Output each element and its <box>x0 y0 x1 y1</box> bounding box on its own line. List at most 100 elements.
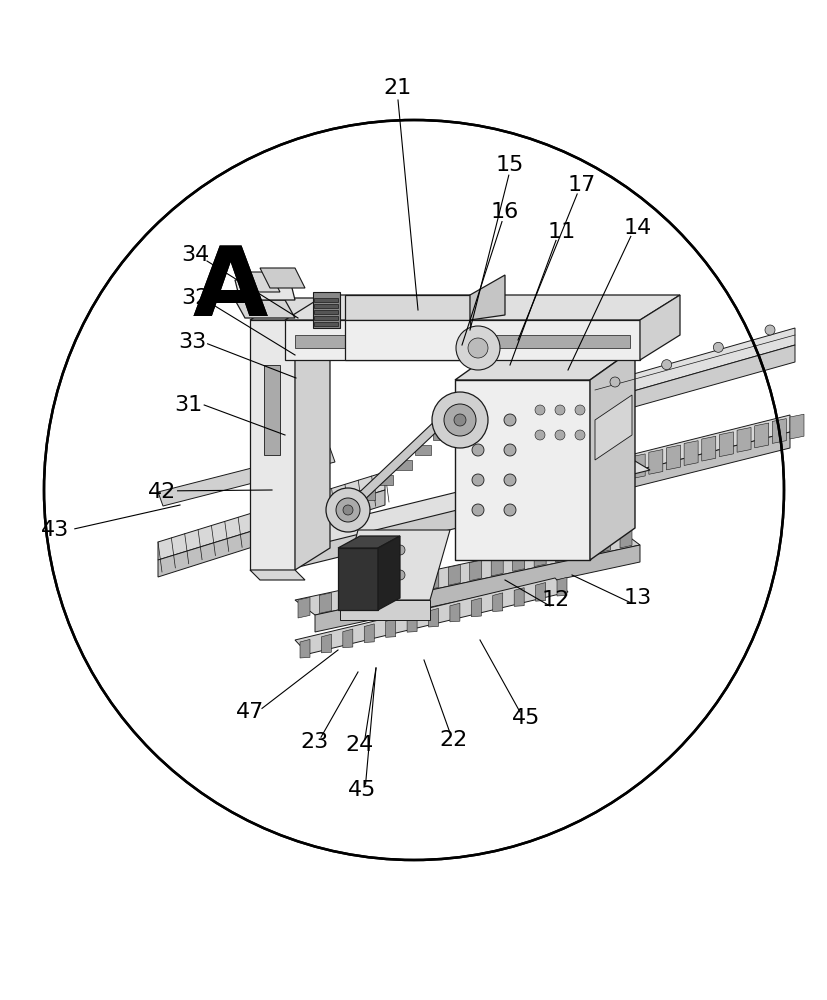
Text: 23: 23 <box>300 732 328 752</box>
Polygon shape <box>342 629 352 648</box>
Polygon shape <box>524 480 538 505</box>
Polygon shape <box>385 619 395 637</box>
Circle shape <box>471 414 484 426</box>
Polygon shape <box>250 570 304 580</box>
Text: 34: 34 <box>180 245 209 265</box>
Circle shape <box>456 326 500 370</box>
Polygon shape <box>543 476 557 501</box>
Polygon shape <box>294 298 330 570</box>
Polygon shape <box>447 565 460 585</box>
Polygon shape <box>298 597 309 618</box>
Polygon shape <box>407 614 417 632</box>
Polygon shape <box>294 530 639 615</box>
Text: 32: 32 <box>180 288 209 308</box>
Polygon shape <box>619 527 631 548</box>
Polygon shape <box>314 545 639 632</box>
Polygon shape <box>470 275 504 320</box>
Polygon shape <box>433 430 449 440</box>
Circle shape <box>504 414 515 426</box>
Circle shape <box>365 545 375 555</box>
Polygon shape <box>294 578 567 654</box>
Polygon shape <box>613 458 627 483</box>
Circle shape <box>342 505 352 515</box>
Polygon shape <box>719 432 733 457</box>
Text: 14: 14 <box>623 218 652 238</box>
Circle shape <box>467 338 487 358</box>
Polygon shape <box>490 489 504 514</box>
Polygon shape <box>395 460 412 470</box>
Polygon shape <box>237 272 280 292</box>
Polygon shape <box>358 490 374 500</box>
Circle shape <box>764 325 774 335</box>
Polygon shape <box>490 555 503 576</box>
Polygon shape <box>321 634 331 653</box>
Polygon shape <box>260 268 304 288</box>
Polygon shape <box>533 546 546 567</box>
Polygon shape <box>577 467 591 492</box>
Polygon shape <box>313 322 337 326</box>
Circle shape <box>504 504 515 516</box>
Circle shape <box>574 405 585 415</box>
Polygon shape <box>490 432 789 523</box>
Polygon shape <box>428 608 438 627</box>
Polygon shape <box>736 427 750 452</box>
Text: 13: 13 <box>623 588 652 608</box>
Polygon shape <box>384 579 395 599</box>
Text: 17: 17 <box>567 175 595 195</box>
Circle shape <box>432 392 487 448</box>
Circle shape <box>534 430 544 440</box>
Polygon shape <box>319 593 331 613</box>
Text: 31: 31 <box>174 395 202 415</box>
Text: 11: 11 <box>547 222 576 242</box>
Polygon shape <box>299 639 309 658</box>
Circle shape <box>326 488 370 532</box>
Polygon shape <box>648 449 662 474</box>
Polygon shape <box>455 380 590 560</box>
Polygon shape <box>345 320 470 360</box>
Polygon shape <box>490 415 789 507</box>
Text: A: A <box>192 243 267 336</box>
Text: A: A <box>192 243 267 336</box>
Polygon shape <box>492 593 502 611</box>
Polygon shape <box>313 316 337 320</box>
Polygon shape <box>294 335 629 348</box>
Polygon shape <box>753 423 767 448</box>
Polygon shape <box>514 588 523 606</box>
Text: 22: 22 <box>439 730 467 750</box>
Text: 43: 43 <box>41 520 69 540</box>
Text: 16: 16 <box>490 202 519 222</box>
Polygon shape <box>235 280 294 300</box>
Polygon shape <box>341 588 352 609</box>
Circle shape <box>554 405 564 415</box>
Text: 24: 24 <box>346 735 374 755</box>
Polygon shape <box>313 310 337 314</box>
Polygon shape <box>452 415 467 425</box>
Polygon shape <box>378 536 399 610</box>
Circle shape <box>365 570 375 580</box>
Text: 42: 42 <box>148 482 176 502</box>
Polygon shape <box>595 463 609 488</box>
Polygon shape <box>595 345 794 418</box>
Polygon shape <box>405 574 417 595</box>
Polygon shape <box>345 295 470 320</box>
Polygon shape <box>313 298 337 302</box>
Polygon shape <box>535 583 545 601</box>
Polygon shape <box>666 445 680 470</box>
Polygon shape <box>250 298 330 320</box>
Text: 33: 33 <box>178 332 206 352</box>
Polygon shape <box>158 472 385 560</box>
Circle shape <box>661 360 671 370</box>
Circle shape <box>471 444 484 456</box>
Polygon shape <box>469 560 481 581</box>
Polygon shape <box>270 452 649 556</box>
Circle shape <box>534 405 544 415</box>
Circle shape <box>504 444 515 456</box>
Text: 45: 45 <box>511 708 539 728</box>
Polygon shape <box>377 475 393 485</box>
Polygon shape <box>789 414 803 439</box>
Polygon shape <box>313 304 337 308</box>
Polygon shape <box>449 603 459 622</box>
Polygon shape <box>555 541 567 562</box>
Circle shape <box>336 498 360 522</box>
Polygon shape <box>284 320 639 360</box>
